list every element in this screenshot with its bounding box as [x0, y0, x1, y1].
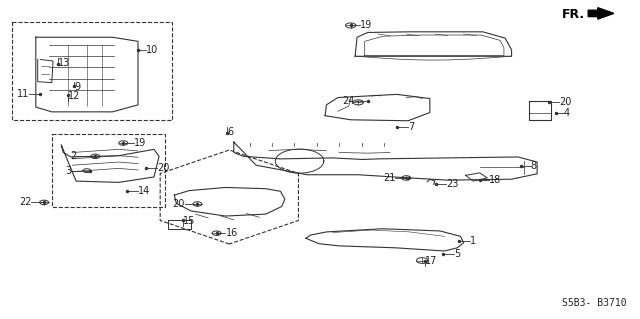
Text: 19: 19	[134, 138, 146, 148]
Text: S5B3- B3710: S5B3- B3710	[562, 298, 627, 308]
Text: 12: 12	[68, 91, 81, 101]
Text: 22: 22	[19, 197, 31, 207]
Text: 20: 20	[172, 199, 184, 209]
Text: 24: 24	[343, 96, 355, 106]
Text: 7: 7	[408, 122, 414, 132]
Text: 14: 14	[138, 186, 150, 196]
Bar	[52, 134, 166, 206]
Text: 20: 20	[559, 97, 572, 107]
Text: 13: 13	[58, 58, 70, 69]
Text: 18: 18	[489, 175, 502, 185]
Text: 4: 4	[564, 108, 570, 118]
Text: 20: 20	[157, 163, 170, 174]
Text: 2: 2	[70, 151, 76, 161]
Text: 9: 9	[74, 82, 80, 92]
Text: 5: 5	[454, 249, 460, 259]
Text: FR.: FR.	[562, 8, 585, 20]
Text: 3: 3	[65, 166, 71, 176]
Polygon shape	[588, 8, 614, 19]
Text: 23: 23	[447, 179, 459, 189]
Bar	[12, 22, 172, 120]
Text: 11: 11	[17, 89, 29, 100]
Text: 8: 8	[531, 161, 537, 171]
Text: 17: 17	[426, 256, 438, 266]
Text: 16: 16	[225, 227, 237, 238]
Text: 10: 10	[147, 45, 159, 55]
Text: 15: 15	[182, 216, 195, 226]
Text: 1: 1	[470, 236, 476, 247]
Text: 19: 19	[360, 20, 372, 31]
Text: 6: 6	[227, 127, 234, 137]
Text: 21: 21	[383, 173, 396, 183]
